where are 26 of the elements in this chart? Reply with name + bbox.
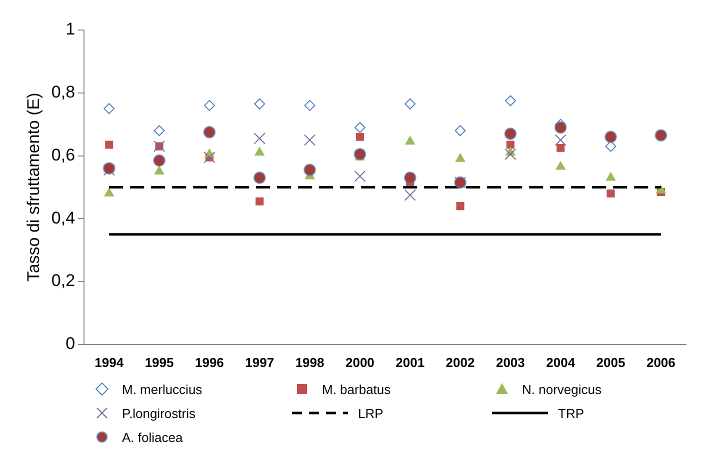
x-tick-label: 1996 <box>194 354 224 370</box>
x-tick-label: 1995 <box>144 354 174 370</box>
legend-label: LRP <box>358 406 384 420</box>
legend-label: M. merluccius <box>122 382 202 396</box>
legend-label: A. foliacea <box>122 430 183 444</box>
x-tick-label: 2003 <box>496 354 525 370</box>
y-tick-label: 0,4 <box>51 208 76 228</box>
legend-label: N. norvegicus <box>522 382 602 396</box>
x-tick-label: 1998 <box>295 354 324 370</box>
legend-label: M. barbatus <box>322 382 391 396</box>
x-tick-label: 1997 <box>245 354 274 370</box>
x-tick-label: 2006 <box>646 354 676 370</box>
legend-label: P.longirostris <box>122 406 196 420</box>
x-tick-label: 2001 <box>396 354 425 370</box>
legend-label: TRP <box>558 406 584 420</box>
x-tick-label: 2004 <box>546 354 576 370</box>
x-tick-label: 2002 <box>446 354 475 370</box>
y-tick-label: 0,6 <box>51 145 76 164</box>
x-tick-label: 2005 <box>596 354 626 370</box>
y-tick-label: 0,2 <box>51 271 76 290</box>
x-tick-label: 1994 <box>94 354 124 370</box>
y-tick-label: 1 <box>66 20 76 39</box>
x-tick-label: 2000 <box>345 354 374 370</box>
y-tick-label: 0,8 <box>51 82 76 102</box>
y-axis-title: Tasso di sfruttamento (E) <box>24 92 43 282</box>
y-tick-label: 0 <box>66 334 76 354</box>
